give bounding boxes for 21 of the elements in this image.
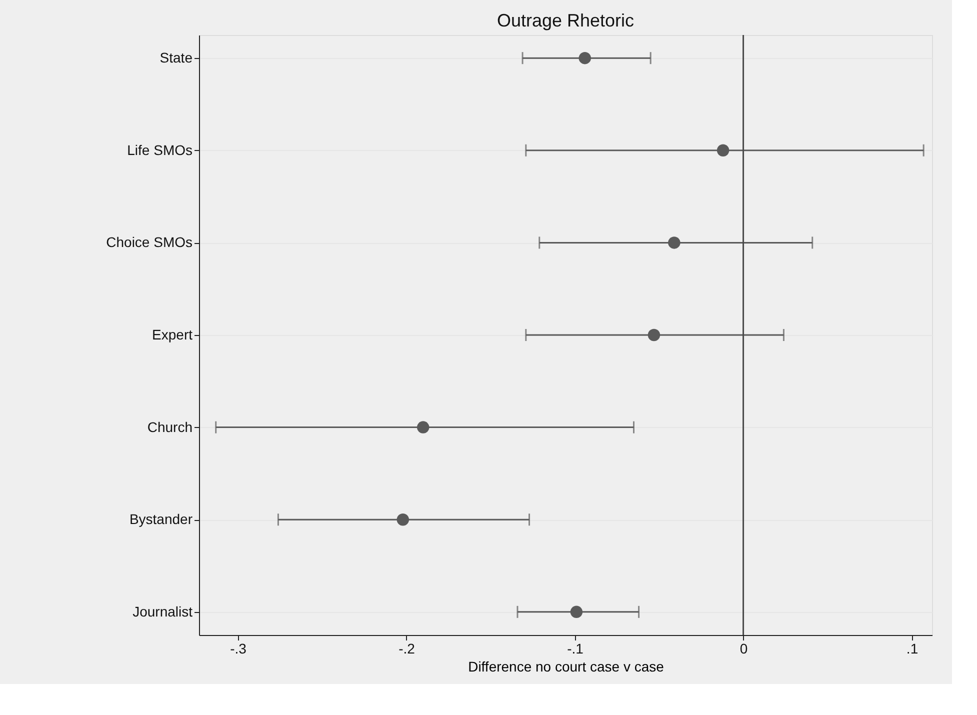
y-tick-label: Expert <box>152 326 193 342</box>
y-tick-label: Bystander <box>129 511 193 528</box>
chart-title: Outrage Rhetoric <box>496 10 634 30</box>
y-tick-label: Life SMOs <box>127 142 192 158</box>
point <box>578 52 591 64</box>
y-tick-label: State <box>160 50 193 66</box>
x-tick-label: -.3 <box>230 640 247 656</box>
point <box>668 236 680 249</box>
point <box>570 606 583 618</box>
point <box>716 144 730 156</box>
x-tick-label: -.1 <box>567 640 584 656</box>
point <box>648 328 660 342</box>
x-axis-title: Difference no court case v case <box>468 658 664 674</box>
x-tick-label: .1 <box>906 640 918 656</box>
x-tick-label: -.2 <box>398 640 416 656</box>
y-tick-label: Journalist <box>132 603 193 620</box>
point <box>396 514 410 526</box>
y-tick-label: Choice SMOs <box>106 234 192 250</box>
y-tick-label: Church <box>147 418 192 435</box>
point <box>416 421 430 434</box>
x-tick-label: 0 <box>740 640 748 656</box>
